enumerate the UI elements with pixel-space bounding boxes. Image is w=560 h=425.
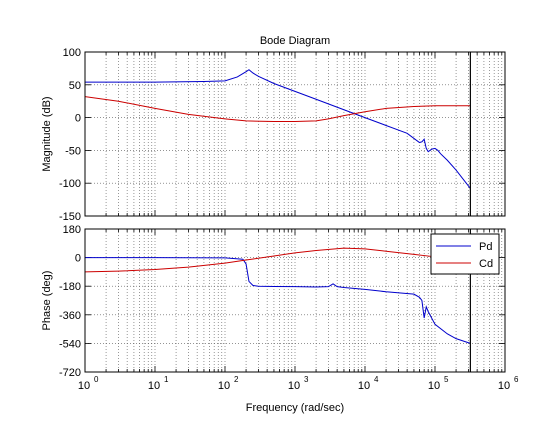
legend-entry-cd: Cd (479, 258, 493, 270)
x-tick-exponent: 4 (374, 375, 379, 384)
phase-y-tick-label: -540 (59, 338, 81, 350)
phase-y-tick-label: -720 (59, 367, 81, 379)
x-tick-exponent: 0 (94, 375, 99, 384)
x-tick-label: 10 (218, 380, 230, 392)
phase-y-tick-label: -360 (59, 310, 81, 322)
x-tick-exponent: 6 (514, 375, 519, 384)
magnitude-y-tick-label: 100 (63, 47, 81, 59)
magnitude-y-tick-label: 0 (75, 113, 81, 125)
x-tick-label: 10 (498, 380, 510, 392)
magnitude-series-pd (85, 69, 471, 189)
x-tick-label: 10 (148, 380, 160, 392)
magnitude-y-label: Magnitude (dB) (41, 96, 53, 171)
x-tick-exponent: 2 (234, 375, 239, 384)
chart-title: Bode Diagram (260, 35, 330, 47)
legend: Pd Cd (430, 233, 500, 275)
phase-y-label: Phase (deg) (41, 271, 53, 331)
magnitude-series-cd (85, 96, 471, 123)
phase-y-tick-label: -180 (59, 281, 81, 293)
legend-entry-pd: Pd (479, 241, 492, 253)
magnitude-y-tick-label: -100 (59, 178, 81, 190)
magnitude-frame (84, 51, 506, 217)
phase-y-tick-label: 0 (75, 253, 81, 265)
x-axis-label: Frequency (rad/sec) (246, 402, 344, 414)
magnitude-y-tick-label: -50 (65, 145, 81, 157)
phase-series-pd (85, 257, 471, 344)
magnitude-axes: 100 50 0 -50 -100 -150 (59, 47, 506, 223)
phase-series-cd (85, 247, 471, 273)
x-tick-label: 10 (358, 380, 370, 392)
x-tick-exponent: 1 (164, 375, 169, 384)
phase-frame (84, 228, 506, 373)
phase-y-tick-label: 180 (63, 224, 81, 236)
magnitude-y-tick-label: 50 (69, 80, 81, 92)
x-tick-label: 10 (288, 380, 300, 392)
x-tick-label: 10 (428, 380, 440, 392)
x-tick-exponent: 3 (304, 375, 309, 384)
legend-box (430, 233, 500, 275)
x-tick-exponent: 5 (444, 375, 449, 384)
magnitude-grid (84, 51, 506, 217)
magnitude-y-tick-label: -150 (59, 211, 81, 223)
x-tick-label: 10 (78, 380, 90, 392)
